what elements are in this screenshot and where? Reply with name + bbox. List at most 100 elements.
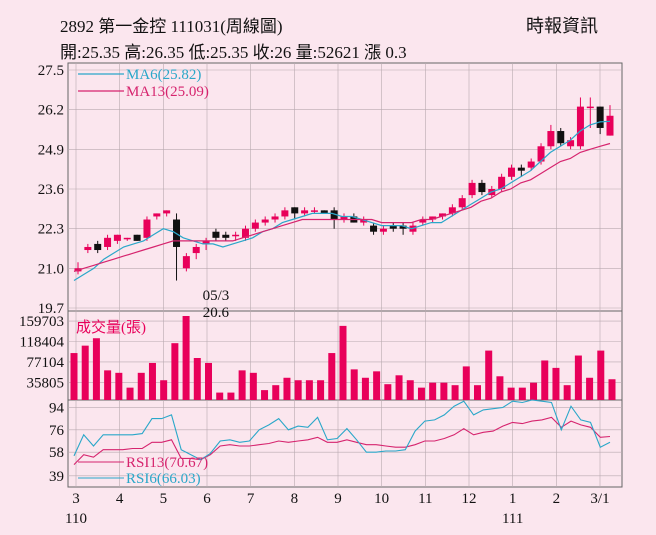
volume-bar: [552, 367, 560, 400]
x-tick-label: 4: [116, 491, 124, 507]
volume-bar: [328, 353, 336, 400]
candle-body: [370, 225, 378, 232]
volume-bar: [81, 345, 89, 400]
candle-body: [478, 182, 486, 193]
candle-body: [439, 213, 447, 217]
volume-bar: [462, 366, 470, 400]
candle-body: [281, 210, 289, 217]
candle-body: [163, 210, 171, 214]
volume-bar: [205, 362, 212, 400]
candle-body: [113, 234, 121, 241]
annotation-value: 20.6: [203, 305, 230, 321]
volume-bar: [216, 392, 224, 400]
price-tick-label: 27.5: [38, 63, 64, 79]
volume-bar: [261, 390, 269, 400]
rsi-tick-label: 76: [49, 423, 65, 439]
x-tick-label: 9: [334, 491, 342, 507]
rsi-tick-label: 39: [49, 469, 64, 485]
volume-bar: [507, 387, 515, 400]
volume-bar: [586, 377, 594, 400]
plot-frame: [67, 62, 623, 488]
ma13-line: [73, 142, 611, 272]
candle-body: [251, 222, 259, 229]
volume-bar: [238, 370, 246, 400]
volume-bar: [104, 370, 112, 400]
volume-bar: [182, 316, 190, 400]
volume-bar: [227, 392, 235, 400]
volume-bar: [406, 380, 414, 400]
volume-bar: [384, 384, 392, 400]
candle-body: [182, 256, 190, 269]
candle-body: [527, 161, 535, 168]
rsi13-line: [73, 416, 611, 465]
x-tick-label: 12: [462, 491, 477, 507]
volume-bar: [429, 382, 437, 400]
volume-bar: [115, 372, 123, 400]
volume-bar: [496, 376, 504, 400]
volume-bar: [485, 350, 493, 400]
candle-body: [576, 106, 584, 147]
candle-body: [133, 234, 141, 241]
candle-body: [458, 198, 466, 208]
candle-body: [94, 243, 102, 251]
candle-body: [498, 176, 506, 189]
volume-bar: [249, 372, 257, 400]
candle-body: [330, 210, 338, 220]
candle-body: [320, 210, 328, 214]
candle-body: [310, 210, 318, 212]
volume-bar: [361, 377, 369, 400]
candle-body: [557, 131, 565, 144]
volume-bar: [294, 380, 302, 400]
x-tick-label: 7: [247, 491, 255, 507]
candle-body: [192, 246, 200, 254]
rsi-legend-label: RSI13(70.67): [126, 455, 208, 471]
volume-bar: [317, 380, 325, 400]
volume-bar: [541, 360, 549, 400]
volume-bar: [373, 371, 381, 400]
candle-body: [222, 234, 230, 238]
candle-body: [468, 182, 476, 196]
rsi6-line: [73, 399, 611, 461]
ohlc-summary: 開:25.35 高:26.35 低:25.35 收:26 量:52621 漲 0…: [60, 43, 407, 62]
rsi-legend-label: RSI6(66.03): [126, 471, 201, 487]
legend-label: MA13(25.09): [126, 84, 209, 100]
volume-bar: [451, 385, 459, 400]
candle-body: [389, 225, 397, 229]
volume-bar: [474, 385, 481, 400]
candle-body: [340, 216, 348, 220]
x-tick-label: 1: [509, 491, 517, 507]
x-tick-label: 11: [418, 491, 432, 507]
candle-body: [291, 207, 299, 214]
candle-body: [212, 231, 220, 238]
volume-bar: [148, 362, 156, 400]
volume-bar: [137, 372, 145, 400]
candle-body: [547, 131, 555, 147]
chart-title: 2892 第一金控 111031(周線圖): [60, 17, 283, 36]
price-tick-label: 19.7: [38, 301, 65, 317]
volume-bar: [283, 377, 291, 400]
volume-bar: [339, 325, 347, 400]
source-label: 時報資訊: [526, 16, 598, 36]
volume-tick-label: 118404: [20, 334, 65, 350]
price-tick-label: 22.3: [38, 222, 64, 238]
candle-body: [606, 115, 614, 136]
volume-bar: [305, 380, 313, 400]
candle-body: [123, 237, 131, 240]
volume-bar: [92, 338, 100, 400]
candle-body: [271, 216, 279, 220]
x-tick-label: 8: [291, 491, 299, 507]
candle-body: [586, 106, 594, 109]
price-tick-label: 21.0: [38, 261, 64, 277]
volume-bar: [350, 369, 358, 400]
price-tick-label: 24.9: [38, 142, 64, 158]
rsi-tick-label: 94: [49, 400, 65, 416]
volume-bar: [70, 353, 78, 400]
volume-bar: [597, 350, 605, 400]
volume-bar: [518, 387, 526, 400]
candle-body: [567, 140, 575, 147]
candle-body: [202, 240, 210, 244]
volume-bar: [272, 385, 280, 400]
legend-label: MA6(25.82): [126, 67, 201, 83]
volume-tick-label: 77104: [27, 355, 65, 371]
